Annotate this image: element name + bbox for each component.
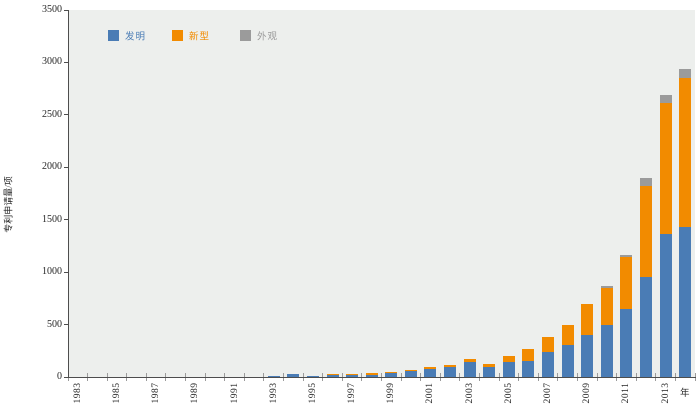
bar-segment-invention-2004 xyxy=(483,366,496,377)
bar-segment-invention-2006 xyxy=(522,361,535,377)
x-tick-label-1999: 1999 xyxy=(386,382,397,404)
bar-segment-utility-model-2010 xyxy=(600,288,613,325)
x-tick-label-2001: 2001 xyxy=(425,382,436,404)
bar-segment-invention-2007 xyxy=(542,351,555,377)
y-tick-label: 2000 xyxy=(42,161,62,173)
x-tick-label-2013: 2013 xyxy=(660,382,671,404)
y-axis-tick xyxy=(64,61,68,63)
bar-segment-utility-model-1998 xyxy=(365,373,378,376)
x-tick-label-2007: 2007 xyxy=(543,382,554,404)
x-tick-label-1997: 1997 xyxy=(347,382,358,404)
x-tick-label-1987: 1987 xyxy=(151,382,162,404)
legend-item-utility-model: 新型 xyxy=(172,26,210,42)
bar-segment-invention-2008 xyxy=(561,345,574,377)
legend-label-utility-model: 新型 xyxy=(189,32,211,43)
bar-segment-invention-1995 xyxy=(306,376,319,378)
bar-segment-design-2010 xyxy=(600,285,613,289)
y-tick-label: 0 xyxy=(57,371,62,382)
x-tick-label-1991: 1991 xyxy=(229,382,240,404)
bar-segment-invention-1998 xyxy=(365,375,378,377)
x-tick-label-1993: 1993 xyxy=(268,382,279,404)
bar-segment-invention-1999 xyxy=(385,373,398,377)
bar-segment-invention-1996 xyxy=(326,373,339,377)
bar-segment-utility-model-2003 xyxy=(463,358,476,363)
bar-segment-utility-model-2007 xyxy=(542,336,555,352)
y-tick-label: 1000 xyxy=(42,266,62,278)
y-axis-tick xyxy=(64,114,68,116)
bar-segment-utility-model-2004 xyxy=(483,363,496,367)
y-tick-label: 3500 xyxy=(42,4,62,15)
bar-segment-utility-model-2013 xyxy=(659,102,672,235)
bar-segment-invention-2002 xyxy=(444,367,457,377)
y-axis-tick xyxy=(64,9,68,11)
y-axis-tick xyxy=(64,166,68,168)
bar-segment-utility-model-1999 xyxy=(385,371,398,374)
bar-segment-utility-model-2001 xyxy=(424,367,437,370)
bar-segment-invention-2013 xyxy=(659,234,672,377)
bar-segment-design-2013 xyxy=(659,94,672,103)
bar-segment-utility-model-1997 xyxy=(346,374,359,376)
x-tick-label-2005: 2005 xyxy=(503,382,514,404)
bar-segment-utility-model-2006 xyxy=(522,349,535,362)
bar-segment-invention-1994 xyxy=(287,374,300,377)
x-tick-label-2003: 2003 xyxy=(464,382,475,404)
x-axis-line xyxy=(68,377,696,378)
legend-swatch-invention xyxy=(108,29,119,41)
bar-segment-utility-model-2011 xyxy=(620,256,633,310)
x-tick-label-2009: 2009 xyxy=(582,382,593,404)
bar-segment-invention-2005 xyxy=(502,362,515,377)
bar-segment-invention-2009 xyxy=(581,334,594,377)
x-tick-label-1983: 1983 xyxy=(72,382,83,404)
legend-item-design: 外观 xyxy=(240,26,278,42)
x-tick-label-2011: 2011 xyxy=(621,382,632,404)
y-axis-tick xyxy=(64,271,68,273)
x-tick-label-1995: 1995 xyxy=(307,382,318,404)
bar-segment-utility-model-1996 xyxy=(326,373,339,375)
bar-segment-utility-model-2005 xyxy=(502,356,515,363)
bar-segment-utility-model-2000 xyxy=(404,370,417,372)
bar-segment-utility-model-2014 xyxy=(679,78,692,228)
y-axis-title: 专利申请量/项 xyxy=(3,176,14,233)
y-tick-label: 3000 xyxy=(42,56,62,68)
legend-label-design: 外观 xyxy=(257,32,279,43)
bar-segment-design-2014 xyxy=(679,69,692,79)
y-tick-label: 2500 xyxy=(42,108,62,120)
bar-segment-design-2011 xyxy=(620,255,633,257)
bar-segment-utility-model-2002 xyxy=(444,365,457,368)
legend-swatch-utility-model xyxy=(172,29,183,41)
bar-segment-utility-model-2009 xyxy=(581,304,594,335)
y-axis-tick xyxy=(64,219,68,221)
bar-segment-invention-2011 xyxy=(620,309,633,377)
bar-segment-invention-2001 xyxy=(424,369,437,377)
y-axis-tick xyxy=(64,324,68,326)
legend-item-invention: 发明 xyxy=(108,26,146,42)
bar-segment-invention-1993 xyxy=(267,376,280,378)
legend-label-invention: 发明 xyxy=(125,32,147,43)
bar-segment-invention-2014 xyxy=(679,227,692,377)
legend-swatch-design xyxy=(240,29,251,41)
bar-segment-utility-model-2012 xyxy=(640,186,653,278)
bar-segment-utility-model-2008 xyxy=(561,324,574,345)
y-tick-label: 500 xyxy=(47,318,62,330)
bar-segment-invention-2003 xyxy=(463,362,476,377)
bar-segment-invention-1997 xyxy=(346,374,359,377)
bar-segment-invention-2000 xyxy=(404,371,417,377)
y-tick-label: 1500 xyxy=(42,213,62,225)
bar-segment-invention-2010 xyxy=(600,324,613,377)
y-axis-tick xyxy=(64,376,68,378)
bar-segment-invention-2012 xyxy=(640,277,653,377)
x-axis-title: 年 xyxy=(680,389,690,399)
x-tick-label-1985: 1985 xyxy=(111,382,122,404)
bar-segment-design-2012 xyxy=(640,178,653,187)
y-axis-line xyxy=(68,10,69,378)
x-tick-label-1989: 1989 xyxy=(190,382,201,404)
